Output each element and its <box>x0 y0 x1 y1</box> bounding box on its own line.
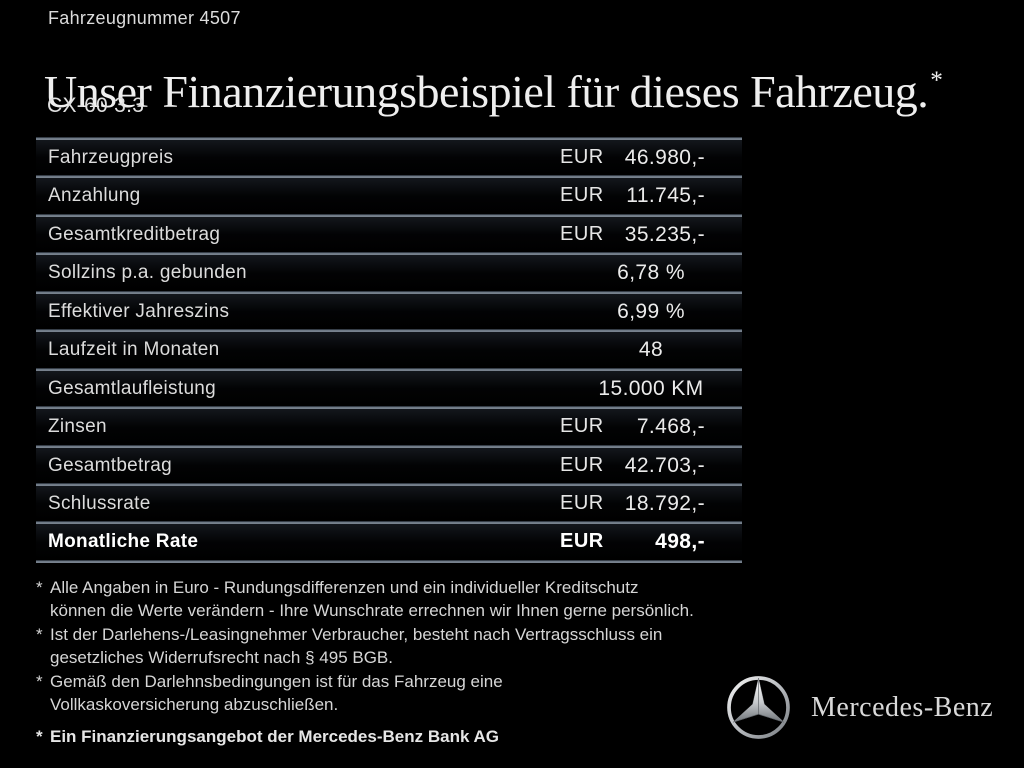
mercedes-star-icon <box>727 676 790 739</box>
footnote-text: Ein Finanzierungsangebot der Mercedes-Be… <box>50 727 500 747</box>
row-label: Laufzeit in Monaten <box>48 339 220 361</box>
footnote-text: Gemäß den Darlehnsbedingungen ist für da… <box>50 671 503 715</box>
row-label: Zinsen <box>48 416 107 438</box>
row-value: 35.235,- <box>624 222 705 246</box>
vehicle-model: CX-60 3.3 <box>47 94 145 117</box>
row-value: 42.703,- <box>624 453 705 477</box>
row-currency: EUR <box>560 491 604 514</box>
row-label: Fahrzeugpreis <box>48 147 174 168</box>
table-row: Fahrzeugpreis EUR 46.980,- <box>36 137 742 176</box>
vehicle-number: Fahrzeugnummer 4507 <box>48 8 241 28</box>
row-label: Gesamtlaufleistung <box>48 377 217 399</box>
row-value: 18.792,- <box>624 491 705 515</box>
asterisk-marker: * <box>36 671 43 691</box>
table-row: Schlussrate EUR 18.792,- <box>36 482 742 522</box>
table-row: Laufzeit in Monaten 48 <box>36 329 742 368</box>
footnote: * Alle Angaben in Euro - Rundungsdiffere… <box>36 576 766 623</box>
row-label: Sollzins p.a. gebunden <box>48 262 247 284</box>
table-row: Gesamtlaufleistung 15.000 KM <box>36 367 742 407</box>
table-bottom-divider <box>36 559 742 563</box>
table-row: Anzahlung EUR 11.745,- <box>36 175 742 214</box>
table-row-monthly-rate: Monatliche Rate EUR 498,- <box>36 521 742 560</box>
table-row: Effektiver Jahreszins 6,99 % <box>36 290 742 330</box>
row-value: 15.000 KM <box>598 376 704 400</box>
row-label: Anzahlung <box>48 185 141 207</box>
row-value: 46.980,- <box>624 146 705 169</box>
row-value: 48 <box>638 338 664 362</box>
title-asterisk: * <box>930 66 943 95</box>
table-row: Zinsen EUR 7.468,- <box>36 406 742 445</box>
table-row: Sollzins p.a. gebunden 6,78 % <box>36 252 742 291</box>
asterisk-marker: * <box>36 624 43 644</box>
row-value: 498,- <box>655 530 705 554</box>
row-value: 6,78 % <box>617 261 685 285</box>
row-label: Schlussrate <box>48 492 151 514</box>
row-value: 6,99 % <box>617 299 685 323</box>
footnote-text: Ist der Darlehens-/Leasingnehmer Verbrau… <box>50 624 663 668</box>
row-currency: EUR <box>560 530 604 553</box>
row-value: 11.745,- <box>626 184 705 208</box>
row-currency: EUR <box>560 415 604 438</box>
row-label: Gesamtbetrag <box>48 454 172 476</box>
footnote-bank: * Ein Finanzierungsangebot der Mercedes-… <box>36 725 766 748</box>
footnote-text: Alle Angaben in Euro - Rundungsdifferenz… <box>50 578 694 621</box>
mercedes-benz-logo: Mercedes-Benz <box>725 674 1005 744</box>
row-currency: EUR <box>560 453 604 476</box>
table-row: Gesamtbetrag EUR 42.703,- <box>36 444 742 483</box>
row-label: Effektiver Jahreszins <box>48 300 230 322</box>
row-label: Gesamtkreditbetrag <box>48 223 221 245</box>
asterisk-marker: * <box>36 727 43 747</box>
page-title: Unser Finanzierungsbeispiel für dieses F… <box>44 65 943 118</box>
row-value: 7.468,- <box>636 415 705 439</box>
footnote: * Ist der Darlehens-/Leasingnehmer Verbr… <box>36 623 766 670</box>
row-currency: EUR <box>560 222 604 245</box>
row-currency: EUR <box>560 184 604 207</box>
financing-table: Fahrzeugpreis EUR 46.980,- Anzahlung EUR… <box>36 137 742 563</box>
footnote: * Gemäß den Darlehnsbedingungen ist für … <box>36 670 766 717</box>
row-label: Monatliche Rate <box>48 531 199 553</box>
asterisk-marker: * <box>36 578 43 597</box>
mercedes-benz-wordmark: Mercedes-Benz <box>811 692 994 723</box>
page-title-text: Unser Finanzierungsbeispiel für dieses F… <box>44 65 929 117</box>
footnotes: * Alle Angaben in Euro - Rundungsdiffere… <box>36 576 766 749</box>
row-currency: EUR <box>560 146 604 168</box>
table-row: Gesamtkreditbetrag EUR 35.235,- <box>36 213 742 253</box>
